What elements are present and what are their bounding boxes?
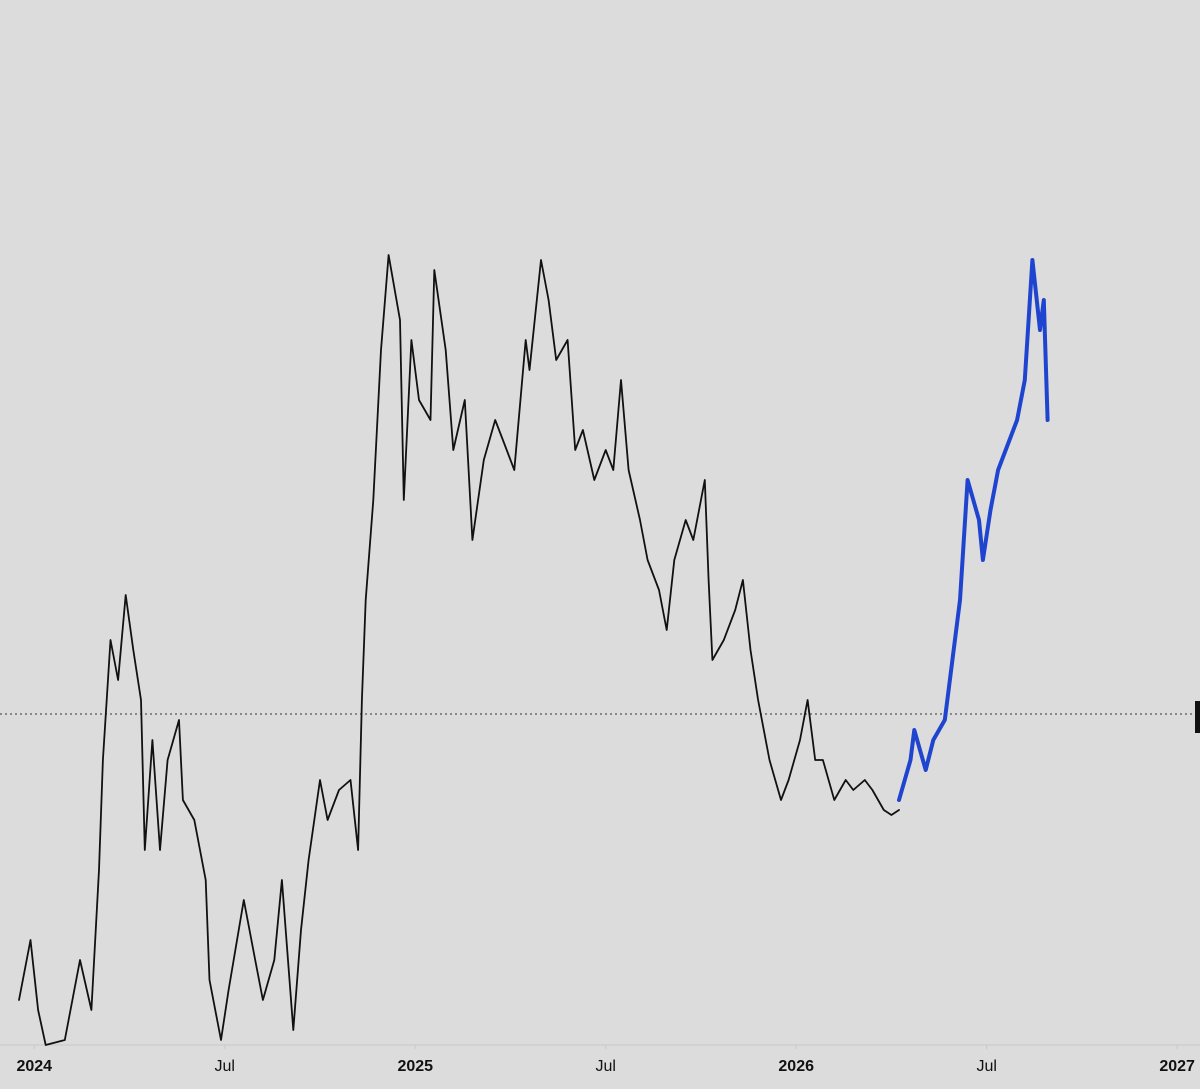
x-tick-label: Jul — [215, 1058, 235, 1075]
price-line-series — [897, 258, 1050, 802]
x-tick-label: Jul — [595, 1058, 615, 1075]
x-tick-label: 2026 — [778, 1058, 814, 1075]
x-tick-label: 2024 — [16, 1058, 52, 1075]
x-tick-label: 2025 — [397, 1058, 433, 1075]
x-tick-label: Jul — [976, 1058, 996, 1075]
x-tick-label: 2027 — [1159, 1058, 1195, 1075]
price-line-series — [18, 254, 900, 1046]
price-marker — [1195, 701, 1200, 733]
